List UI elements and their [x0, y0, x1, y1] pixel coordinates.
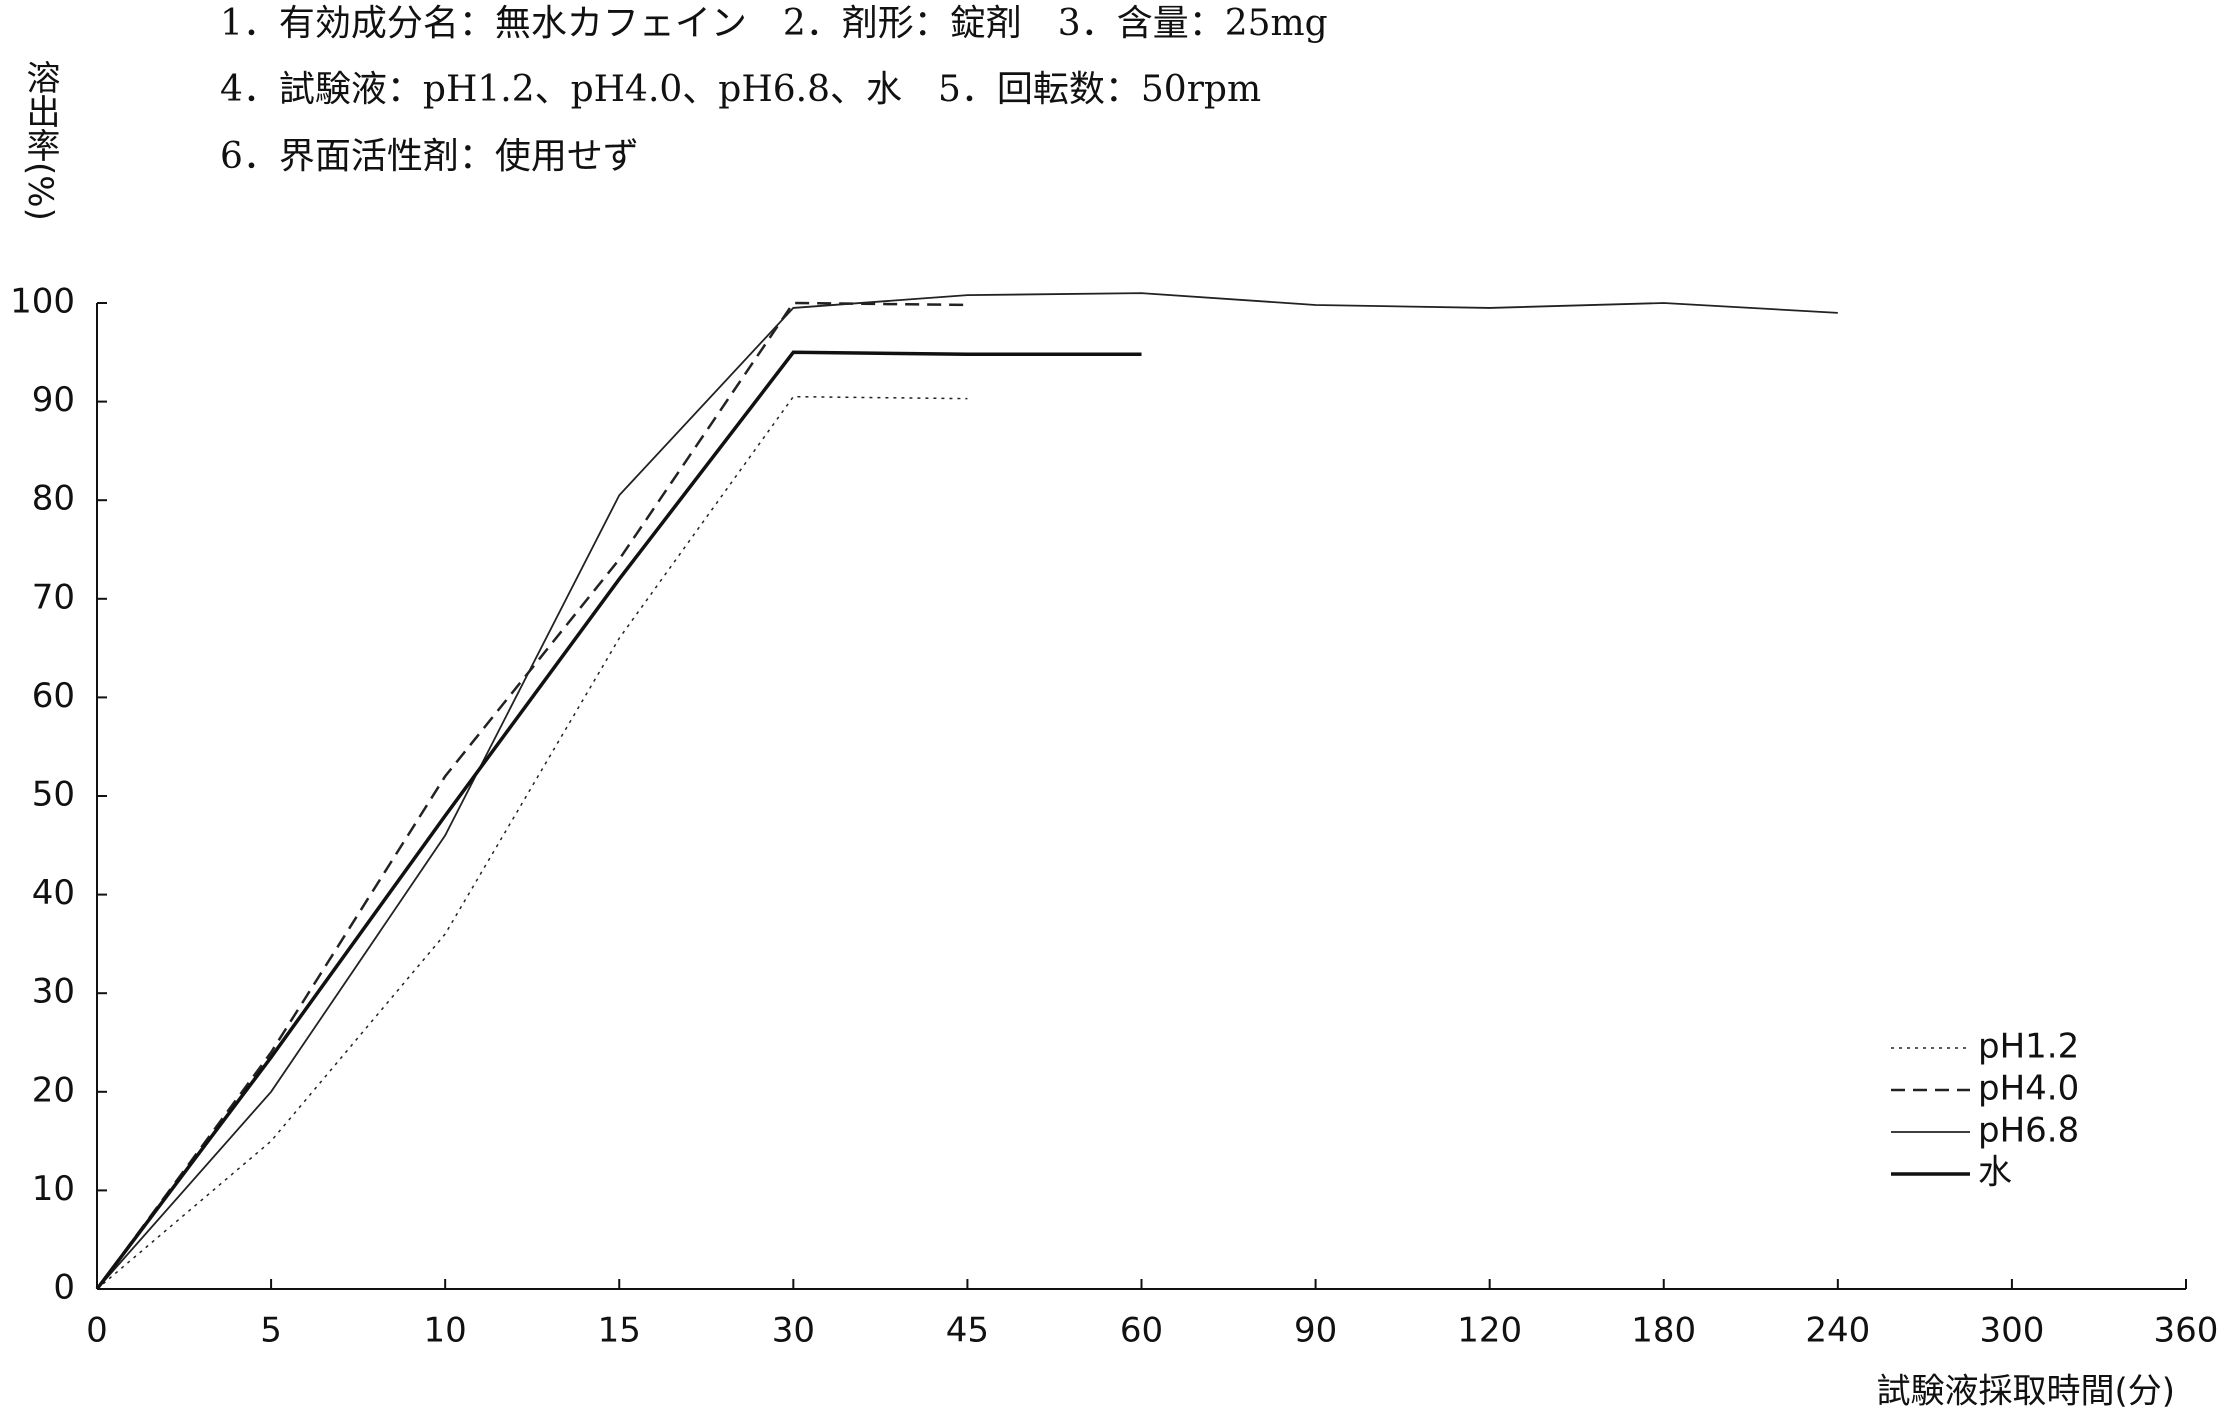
x-tick-label: 360 [2154, 1311, 2219, 1351]
y-tick-label: 90 [32, 380, 75, 420]
subtitle: 1．有効成分名：無水カフェイン 2．剤形：錠剤 3．含量：25mg [220, 3, 1328, 44]
y-tick-label: 80 [32, 479, 75, 519]
legend-label: pH6.8 [1978, 1111, 2079, 1151]
x-tick-label: 180 [1631, 1311, 1696, 1351]
line-series [96, 395, 968, 1290]
subtitle: 4．試験液：pH1.2、pH4.0、pH6.8、水 5．回転数：50rpm [220, 69, 1261, 110]
y-tick-label: 0 [53, 1268, 75, 1308]
y-tick-label: 50 [32, 775, 75, 815]
legend-label: 水 [1978, 1153, 2012, 1193]
x-axis-label: 試験液採取時間(分) [1876, 1372, 2175, 1412]
x-tick-label: 5 [260, 1311, 282, 1351]
line-series [95, 301, 968, 1290]
x-tick-label: 10 [424, 1311, 467, 1351]
y-tick-label: 40 [32, 873, 75, 913]
x-tick-label: 300 [1979, 1311, 2044, 1351]
x-tick-label: 45 [946, 1311, 989, 1351]
legend-label: pH4.0 [1978, 1069, 2079, 1109]
x-tick-label: 90 [1294, 1311, 1337, 1351]
x-tick-label: 240 [1805, 1311, 1870, 1351]
y-tick-label: 100 [10, 282, 75, 322]
x-tick-label: 15 [598, 1311, 641, 1351]
y-tick-label: 10 [32, 1169, 75, 1209]
legend-label: pH1.2 [1978, 1027, 2079, 1067]
x-tick-label: 60 [1120, 1311, 1163, 1351]
y-tick-label: 20 [32, 1070, 75, 1110]
line-series [95, 350, 1142, 1291]
x-tick-label: 120 [1457, 1311, 1522, 1351]
y-tick-label: 30 [32, 972, 75, 1012]
x-tick-label: 0 [86, 1311, 108, 1351]
line-series [96, 292, 1838, 1290]
subtitle: 6．界面活性剤：使用せず [220, 136, 639, 177]
y-tick-label: 60 [32, 676, 75, 716]
y-tick-label: 70 [32, 577, 75, 617]
x-tick-label: 30 [772, 1311, 815, 1351]
y-axis-label: 溶出率(%) [20, 60, 60, 221]
